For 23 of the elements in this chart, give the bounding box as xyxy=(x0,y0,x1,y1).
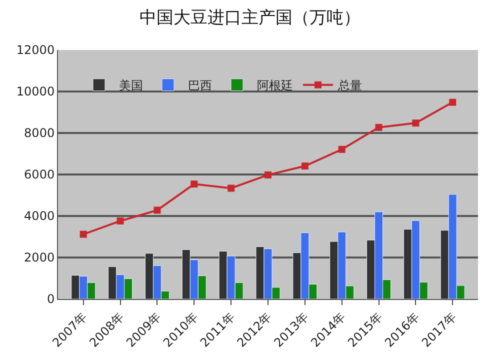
y-tick-label: 12000 xyxy=(16,43,55,58)
y-tick-label: 8000 xyxy=(24,126,55,140)
y-tick-label: 0 xyxy=(46,292,55,306)
y-tick-label: 6000 xyxy=(24,168,55,182)
y-tick-label: 4000 xyxy=(24,209,55,224)
legend-label: 阿根廷 xyxy=(257,78,293,93)
point xyxy=(449,98,456,106)
legend-label: 美国 xyxy=(119,78,143,93)
point xyxy=(375,124,382,131)
y-tick-label: 10000 xyxy=(16,84,55,99)
legend-label: 总量 xyxy=(337,78,362,93)
chart-title: 中国大豆进口主产国（万吨） xyxy=(140,8,360,28)
point xyxy=(301,162,308,170)
legend-label: 巴西 xyxy=(188,78,212,93)
point xyxy=(264,171,272,178)
point xyxy=(412,120,420,127)
point xyxy=(190,180,198,188)
point xyxy=(116,217,124,224)
point xyxy=(80,230,87,238)
point xyxy=(154,206,161,214)
y-tick-label: 2000 xyxy=(24,250,55,265)
point xyxy=(228,184,235,192)
point xyxy=(338,146,346,153)
